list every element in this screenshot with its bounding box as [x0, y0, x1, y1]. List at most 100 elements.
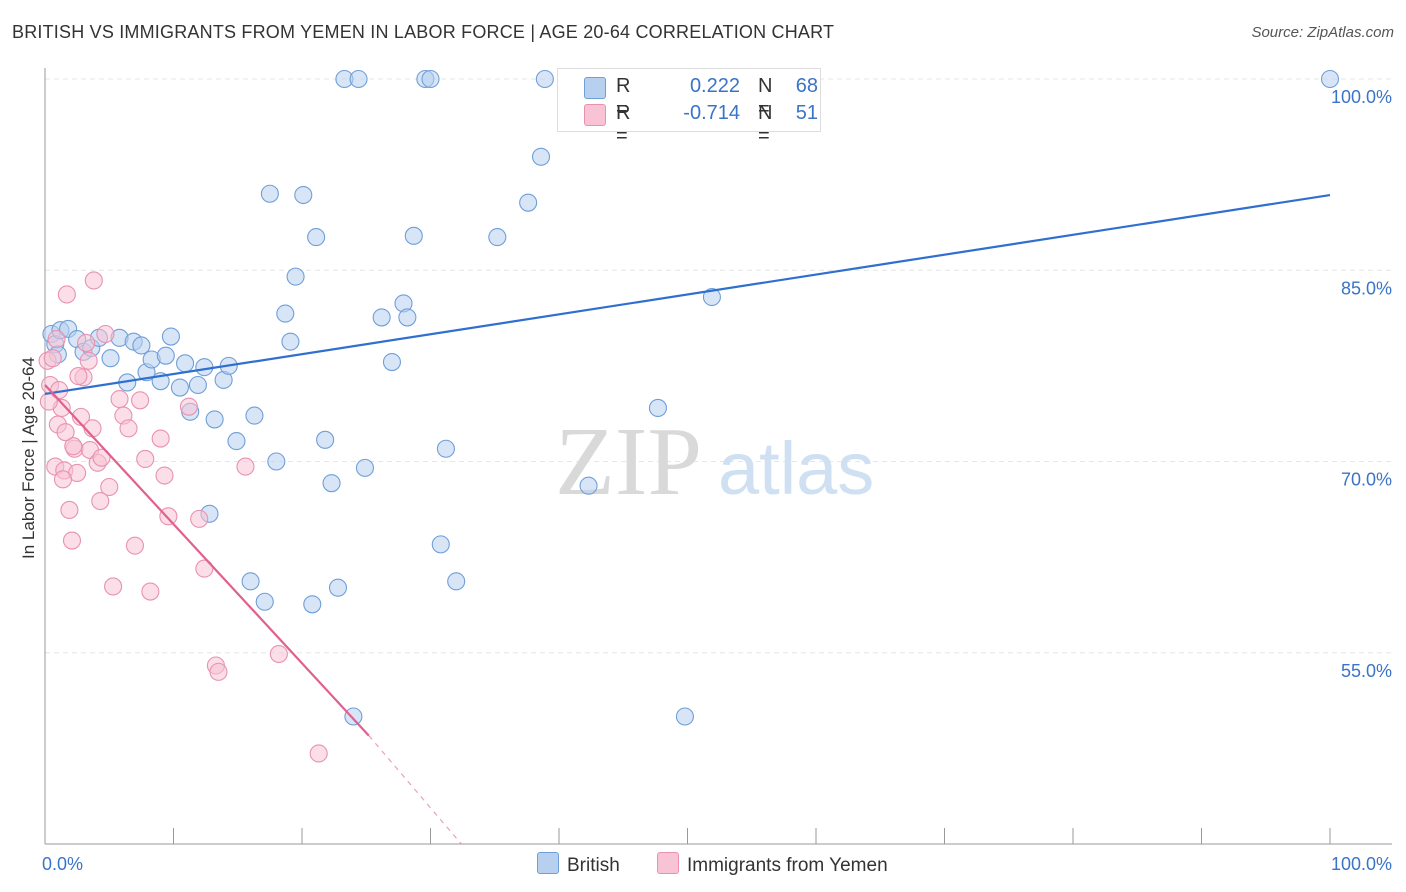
- british-point-19: [170, 378, 189, 397]
- british-point-32: [260, 184, 279, 203]
- trend-lines: [44, 193, 1331, 845]
- british-point-61: [579, 476, 598, 495]
- yemen-point-21: [104, 577, 123, 596]
- british-point-59: [531, 147, 551, 166]
- british-point-30: [245, 406, 264, 425]
- british-point-35: [281, 332, 300, 351]
- yemen-point-18: [92, 448, 111, 467]
- bottom-yemen-swatch: [657, 852, 679, 874]
- yemen-point-42: [53, 470, 73, 489]
- yemen-point-9: [62, 531, 82, 550]
- yemen-point-26: [131, 391, 150, 410]
- british-point-53: [421, 69, 440, 89]
- yemen-point-14: [77, 333, 96, 352]
- british-point-20: [176, 354, 195, 373]
- yemen-swatch: [584, 104, 606, 126]
- british-point-44: [344, 707, 363, 726]
- british-point-57: [488, 228, 507, 247]
- yemen-point-27: [136, 449, 155, 469]
- yemen-point-24: [119, 419, 138, 438]
- chart-title: BRITISH VS IMMIGRANTS FROM YEMEN IN LABO…: [12, 22, 835, 42]
- yemen-point-36: [209, 662, 228, 681]
- british-point-62: [648, 398, 667, 418]
- yemen-point-19: [96, 324, 115, 344]
- british-point-54: [431, 535, 450, 554]
- axes: [44, 68, 1392, 845]
- yemen-trend-extension: [368, 735, 462, 845]
- bottom-british-label: British: [567, 855, 620, 876]
- british-point-40: [316, 430, 335, 449]
- british-point-28: [227, 432, 246, 451]
- yemen-point-7: [57, 285, 76, 304]
- source-label: Source: ZipAtlas.com: [1251, 24, 1394, 41]
- bottom-british-swatch: [537, 852, 559, 874]
- yemen-point-47: [91, 491, 110, 511]
- yemen-point-44: [69, 367, 88, 386]
- x-tick-label-end: 100.0%: [1331, 854, 1392, 874]
- axis-labels: 100.0% 85.0% 70.0% 55.0% 0.0% 100.0% In Labor …: [19, 87, 1392, 874]
- british-point-60: [535, 69, 554, 89]
- yemen-point-37: [236, 457, 255, 476]
- british-point-33: [267, 452, 286, 471]
- british-r-value: 0.222: [689, 75, 740, 97]
- yemen-point-33: [190, 509, 209, 528]
- yemen-point-30: [155, 466, 174, 485]
- british-points: [42, 69, 1340, 726]
- british-point-22: [188, 375, 207, 395]
- yemen-point-43: [64, 437, 83, 456]
- british-swatch: [584, 77, 606, 99]
- yemen-point-49: [56, 423, 75, 442]
- yemen-point-31: [159, 507, 178, 526]
- british-point-9: [101, 349, 120, 368]
- yemen-point-28: [141, 582, 160, 601]
- british-trend-line: [44, 193, 1331, 396]
- yemen-trend-line: [44, 384, 370, 737]
- y-tick-label-0: 100.0%: [1331, 87, 1392, 107]
- yemen-point-32: [179, 397, 198, 416]
- y-axis-label: In Labor Force | Age 20-64: [19, 357, 38, 559]
- british-point-55: [436, 439, 455, 458]
- yemen-r-value: -0.714: [683, 102, 740, 124]
- yemen-point-45: [79, 351, 98, 370]
- yemen-point-39: [309, 744, 328, 763]
- yemen-point-38: [269, 644, 288, 664]
- yemen-point-22: [110, 389, 129, 409]
- british-n-value: 68: [795, 75, 818, 97]
- british-point-29: [241, 572, 260, 591]
- british-point-36: [286, 267, 305, 286]
- watermark-zip: ZIP: [555, 408, 702, 516]
- british-point-23: [195, 358, 214, 377]
- british-n-label: N =: [758, 75, 773, 120]
- british-point-34: [276, 304, 295, 323]
- bottom-legend-yemen: Immigrants from Yemen: [657, 852, 888, 877]
- yemen-r-label: R =: [616, 102, 631, 147]
- british-point-25: [205, 410, 224, 429]
- british-point-48: [382, 352, 402, 372]
- british-point-51: [404, 226, 423, 245]
- british-point-37: [294, 185, 313, 205]
- yemen-point-8: [60, 500, 79, 520]
- bottom-yemen-label: Immigrants from Yemen: [687, 855, 888, 876]
- british-point-58: [519, 193, 538, 212]
- watermark-atlas: atlas: [718, 427, 874, 510]
- british-point-41: [322, 474, 341, 493]
- british-point-45: [349, 69, 368, 89]
- yemen-point-48: [47, 330, 66, 349]
- british-point-13: [132, 336, 151, 355]
- british-point-65: [702, 287, 721, 307]
- y-tick-label-2: 70.0%: [1341, 470, 1392, 490]
- british-point-66: [1320, 69, 1340, 89]
- british-point-50: [398, 308, 417, 327]
- correlation-legend: R = 0.222 N = 68 R = -0.714 N = 51: [557, 68, 821, 147]
- yemen-point-34: [195, 559, 214, 578]
- yemen-n-value: 51: [795, 102, 818, 124]
- bottom-legend-british: British: [537, 852, 620, 877]
- british-point-56: [447, 572, 466, 591]
- british-point-64: [675, 707, 694, 726]
- british-point-38: [303, 595, 322, 614]
- watermark: ZIP atlas: [555, 408, 874, 516]
- yemen-point-20: [100, 477, 119, 497]
- yemen-point-16: [84, 271, 103, 290]
- british-point-39: [307, 228, 326, 247]
